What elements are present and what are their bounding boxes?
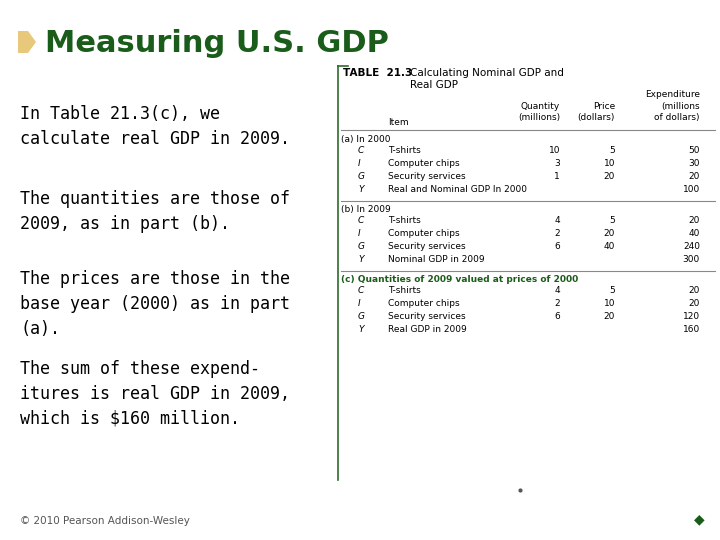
Text: 240: 240 <box>683 242 700 251</box>
Text: (a) In 2000: (a) In 2000 <box>341 135 390 144</box>
Text: Real GDP: Real GDP <box>410 80 458 90</box>
Text: Real GDP in 2009: Real GDP in 2009 <box>388 325 467 334</box>
Text: 5: 5 <box>609 216 615 225</box>
Text: The quantities are those of
2009, as in part (b).: The quantities are those of 2009, as in … <box>20 190 290 233</box>
Text: (dollars): (dollars) <box>577 113 615 122</box>
Text: T-shirts: T-shirts <box>388 146 420 155</box>
Text: 1: 1 <box>554 172 560 181</box>
Text: 20: 20 <box>603 172 615 181</box>
Text: 160: 160 <box>683 325 700 334</box>
Text: Security services: Security services <box>388 312 466 321</box>
Text: 4: 4 <box>554 216 560 225</box>
Text: ◆: ◆ <box>694 512 705 526</box>
Text: Real and Nominal GDP In 2000: Real and Nominal GDP In 2000 <box>388 185 527 194</box>
Text: Y: Y <box>358 255 364 264</box>
Text: I: I <box>358 299 361 308</box>
Text: 10: 10 <box>549 146 560 155</box>
Text: Expenditure: Expenditure <box>645 90 700 99</box>
Text: I: I <box>358 159 361 168</box>
Polygon shape <box>18 31 36 53</box>
Text: (c) Quantities of 2009 valued at prices of 2000: (c) Quantities of 2009 valued at prices … <box>341 275 578 284</box>
Text: 100: 100 <box>683 185 700 194</box>
Text: (millions: (millions <box>662 102 700 111</box>
Text: 20: 20 <box>688 172 700 181</box>
Text: 3: 3 <box>554 159 560 168</box>
Text: 30: 30 <box>688 159 700 168</box>
Text: Measuring U.S. GDP: Measuring U.S. GDP <box>45 29 389 57</box>
Text: T-shirts: T-shirts <box>388 216 420 225</box>
Text: TABLE  21.3: TABLE 21.3 <box>343 68 413 78</box>
Text: 10: 10 <box>603 299 615 308</box>
Text: 300: 300 <box>683 255 700 264</box>
Text: Computer chips: Computer chips <box>388 299 459 308</box>
Text: 20: 20 <box>688 286 700 295</box>
Text: Computer chips: Computer chips <box>388 159 459 168</box>
Text: 20: 20 <box>603 229 615 238</box>
Text: Computer chips: Computer chips <box>388 229 459 238</box>
Text: G: G <box>358 172 365 181</box>
Text: 6: 6 <box>554 242 560 251</box>
Text: The sum of these expend-
itures is real GDP in 2009,
which is $160 million.: The sum of these expend- itures is real … <box>20 360 290 428</box>
Text: © 2010 Pearson Addison-Wesley: © 2010 Pearson Addison-Wesley <box>20 516 190 526</box>
Text: 4: 4 <box>554 286 560 295</box>
Text: 120: 120 <box>683 312 700 321</box>
Text: (millions): (millions) <box>518 113 560 122</box>
Text: T-shirts: T-shirts <box>388 286 420 295</box>
Text: The prices are those in the
base year (2000) as in part
(a).: The prices are those in the base year (2… <box>20 270 290 338</box>
Text: 20: 20 <box>603 312 615 321</box>
Text: Item: Item <box>388 118 409 127</box>
Text: 10: 10 <box>603 159 615 168</box>
Text: G: G <box>358 242 365 251</box>
Text: 6: 6 <box>554 312 560 321</box>
Text: Security services: Security services <box>388 242 466 251</box>
Text: G: G <box>358 312 365 321</box>
Text: Calculating Nominal GDP and: Calculating Nominal GDP and <box>410 68 564 78</box>
Text: Quantity: Quantity <box>521 102 560 111</box>
Text: In Table 21.3(c), we
calculate real GDP in 2009.: In Table 21.3(c), we calculate real GDP … <box>20 105 290 148</box>
Text: 40: 40 <box>688 229 700 238</box>
Text: I: I <box>358 229 361 238</box>
Text: C: C <box>358 286 364 295</box>
Text: 2: 2 <box>554 229 560 238</box>
Text: 50: 50 <box>688 146 700 155</box>
Text: C: C <box>358 146 364 155</box>
Text: 20: 20 <box>688 299 700 308</box>
Text: C: C <box>358 216 364 225</box>
Text: Security services: Security services <box>388 172 466 181</box>
Text: 2: 2 <box>554 299 560 308</box>
Text: Y: Y <box>358 325 364 334</box>
Text: 5: 5 <box>609 286 615 295</box>
Text: 40: 40 <box>603 242 615 251</box>
Text: 5: 5 <box>609 146 615 155</box>
Text: of dollars): of dollars) <box>654 113 700 122</box>
Text: Price: Price <box>593 102 615 111</box>
Text: Y: Y <box>358 185 364 194</box>
Text: 20: 20 <box>688 216 700 225</box>
Text: Nominal GDP in 2009: Nominal GDP in 2009 <box>388 255 485 264</box>
Text: (b) In 2009: (b) In 2009 <box>341 205 391 214</box>
